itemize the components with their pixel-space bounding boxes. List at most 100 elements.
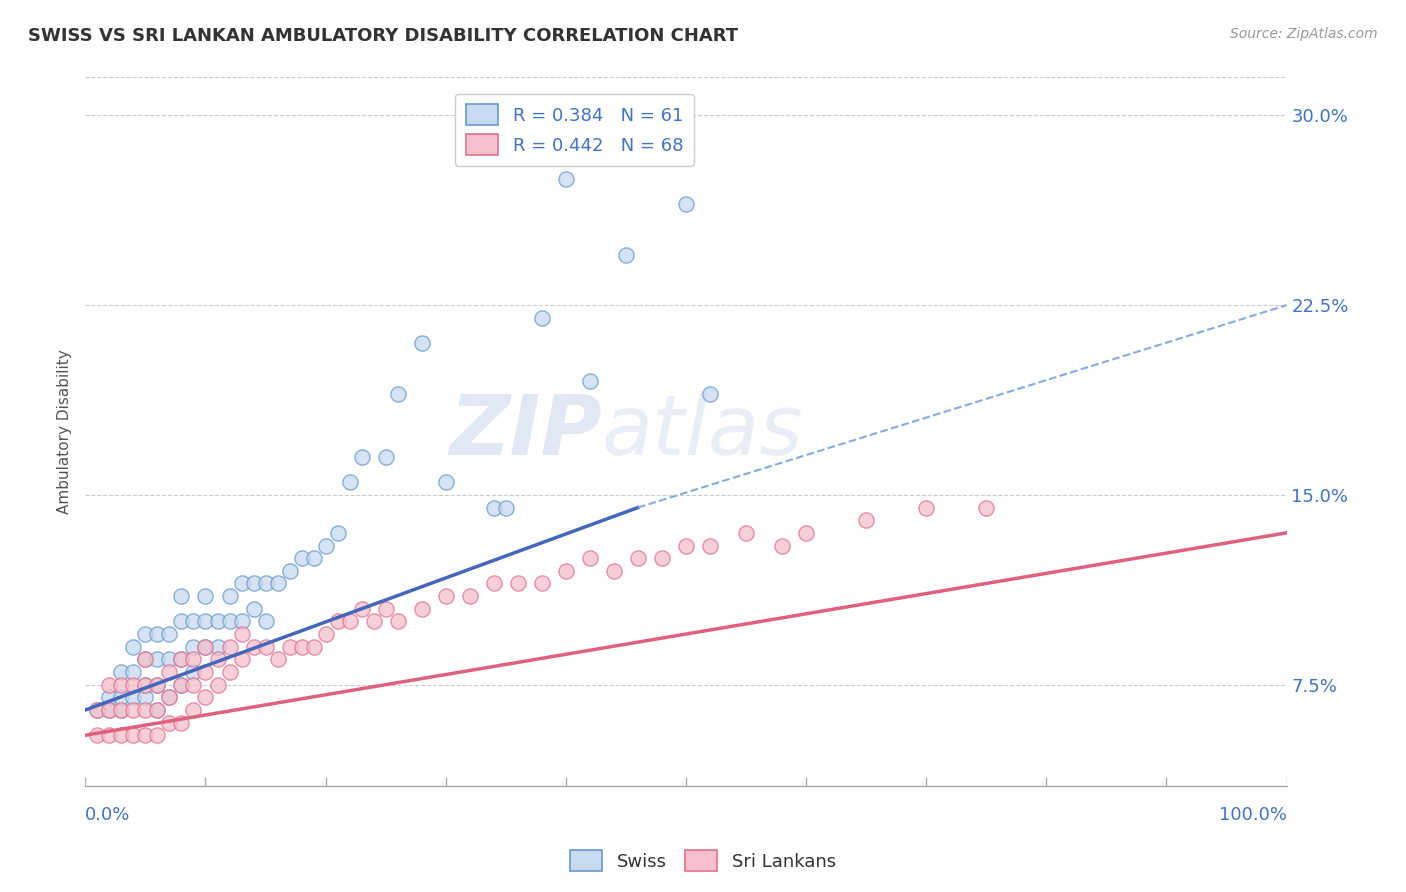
Point — [207, 652, 229, 666]
Point — [363, 615, 385, 629]
Text: 0.0%: 0.0% — [86, 806, 131, 824]
Point — [579, 551, 602, 566]
Point — [170, 615, 193, 629]
Point — [183, 615, 205, 629]
Point — [194, 690, 217, 705]
Point — [194, 615, 217, 629]
Point — [254, 615, 277, 629]
Point — [915, 500, 938, 515]
Point — [183, 665, 205, 679]
Point — [207, 640, 229, 654]
Point — [207, 678, 229, 692]
Point — [159, 715, 181, 730]
Point — [266, 576, 288, 591]
Point — [242, 640, 264, 654]
Point — [122, 728, 145, 742]
Point — [770, 539, 793, 553]
Point — [122, 690, 145, 705]
Point — [98, 728, 121, 742]
Point — [159, 652, 181, 666]
Point — [146, 703, 169, 717]
Point — [614, 247, 637, 261]
Point — [170, 715, 193, 730]
Point — [434, 475, 457, 490]
Point — [278, 640, 301, 654]
Point — [411, 336, 433, 351]
Point — [315, 627, 337, 641]
Point — [98, 703, 121, 717]
Point — [218, 615, 240, 629]
Point — [98, 703, 121, 717]
Point — [194, 589, 217, 603]
Point — [231, 615, 253, 629]
Point — [218, 589, 240, 603]
Point — [183, 703, 205, 717]
Point — [122, 678, 145, 692]
Point — [242, 601, 264, 615]
Point — [146, 652, 169, 666]
Point — [159, 690, 181, 705]
Point — [231, 576, 253, 591]
Point — [974, 500, 997, 515]
Point — [110, 678, 132, 692]
Point — [627, 551, 650, 566]
Point — [387, 615, 409, 629]
Point — [170, 678, 193, 692]
Point — [482, 500, 505, 515]
Legend: R = 0.384   N = 61, R = 0.442   N = 68: R = 0.384 N = 61, R = 0.442 N = 68 — [454, 94, 695, 166]
Point — [482, 576, 505, 591]
Point — [194, 665, 217, 679]
Point — [110, 728, 132, 742]
Point — [638, 58, 661, 72]
Point — [218, 665, 240, 679]
Point — [579, 374, 602, 388]
Point — [134, 690, 156, 705]
Point — [434, 589, 457, 603]
Y-axis label: Ambulatory Disability: Ambulatory Disability — [58, 350, 72, 514]
Point — [699, 386, 721, 401]
Point — [231, 652, 253, 666]
Point — [242, 576, 264, 591]
Point — [326, 525, 349, 540]
Point — [194, 640, 217, 654]
Point — [146, 728, 169, 742]
Point — [339, 615, 361, 629]
Point — [98, 690, 121, 705]
Point — [146, 703, 169, 717]
Point — [134, 678, 156, 692]
Point — [291, 551, 314, 566]
Text: ZIP: ZIP — [450, 392, 602, 472]
Point — [194, 640, 217, 654]
Point — [350, 450, 373, 464]
Point — [159, 665, 181, 679]
Point — [315, 539, 337, 553]
Point — [134, 627, 156, 641]
Point — [554, 564, 576, 578]
Point — [506, 576, 529, 591]
Point — [735, 525, 758, 540]
Point — [183, 652, 205, 666]
Text: SWISS VS SRI LANKAN AMBULATORY DISABILITY CORRELATION CHART: SWISS VS SRI LANKAN AMBULATORY DISABILIT… — [28, 27, 738, 45]
Point — [159, 690, 181, 705]
Point — [387, 386, 409, 401]
Point — [98, 678, 121, 692]
Point — [302, 640, 325, 654]
Point — [183, 640, 205, 654]
Point — [554, 171, 576, 186]
Point — [170, 589, 193, 603]
Point — [374, 450, 396, 464]
Point — [254, 576, 277, 591]
Point — [146, 627, 169, 641]
Point — [86, 703, 108, 717]
Point — [651, 551, 673, 566]
Point — [170, 678, 193, 692]
Point — [110, 690, 132, 705]
Point — [218, 640, 240, 654]
Point — [134, 728, 156, 742]
Point — [134, 703, 156, 717]
Point — [603, 564, 626, 578]
Point — [146, 678, 169, 692]
Legend: Swiss, Sri Lankans: Swiss, Sri Lankans — [562, 843, 844, 879]
Point — [302, 551, 325, 566]
Point — [675, 539, 697, 553]
